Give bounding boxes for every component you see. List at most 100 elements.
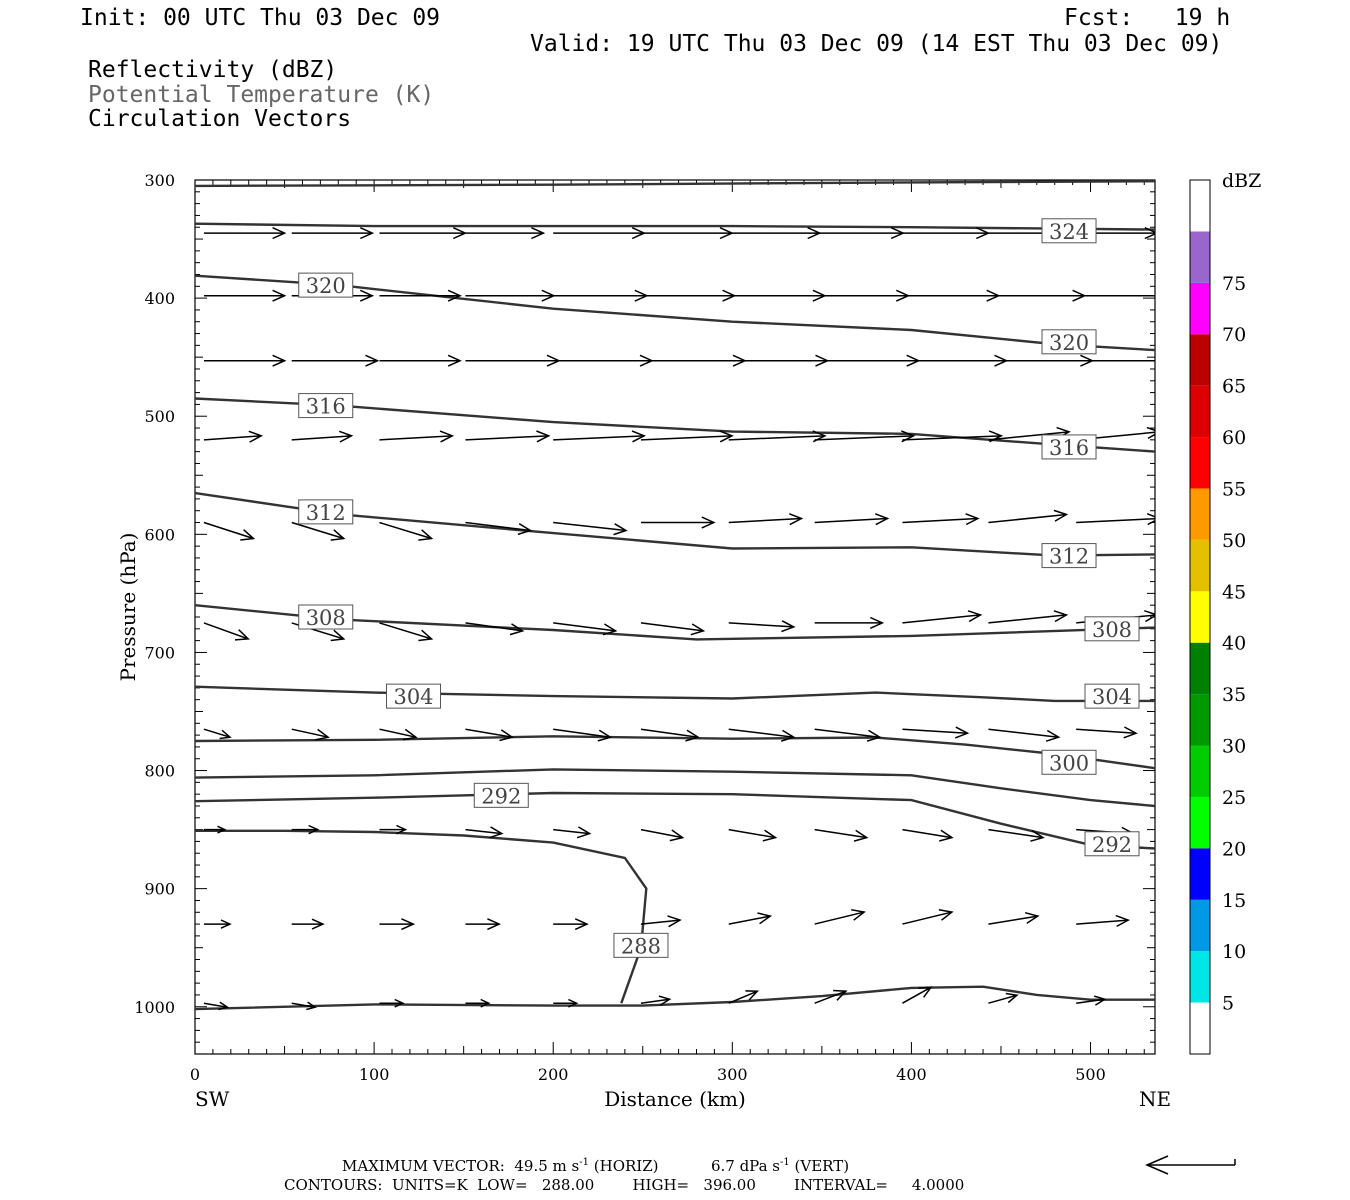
- circulation-vector: [640, 430, 734, 443]
- vector-head: [487, 918, 502, 931]
- circulation-vector: [203, 227, 287, 240]
- contour-label-292: 292: [1084, 831, 1140, 857]
- circulation-vector: [728, 728, 796, 742]
- circulation-vector: [203, 622, 250, 641]
- circulation-vector: [379, 728, 418, 741]
- unit-exponent: -1: [579, 1157, 589, 1168]
- colorbar-level-label: 5: [1222, 993, 1234, 1015]
- contour-label-304: 304: [386, 683, 442, 709]
- circulation-vector: [553, 289, 649, 302]
- vector-head: [613, 523, 628, 536]
- circulation-vector: [553, 227, 647, 240]
- circulation-vector: [814, 728, 882, 742]
- colorbar-swatch: [1190, 745, 1210, 797]
- vector-shaft: [291, 435, 352, 441]
- colorbar-swatch: [1190, 488, 1210, 540]
- vector-head: [219, 729, 232, 740]
- circulation-vector: [814, 616, 885, 629]
- colorbar-swatch: [1190, 642, 1210, 695]
- vector-head: [402, 728, 418, 741]
- vector-head: [576, 826, 592, 839]
- y-tick-label: 300: [144, 171, 175, 190]
- contour-label-312: 312: [298, 499, 354, 525]
- circulation-vector: [640, 828, 685, 842]
- circulation-vector: [465, 227, 546, 240]
- field-circulation-vectors: Circulation Vectors: [88, 106, 352, 132]
- colorbar-swatch: [1190, 694, 1210, 746]
- vector-head: [536, 430, 551, 443]
- circulation-vector: [291, 430, 354, 443]
- vector-shaft: [379, 435, 453, 441]
- contour-label-308: 308: [1084, 616, 1140, 642]
- vector-head: [1030, 829, 1045, 842]
- circulation-vector: [814, 289, 911, 302]
- circulation-vector: [640, 995, 672, 1006]
- vector-head: [1146, 426, 1155, 440]
- vector-head: [401, 918, 416, 931]
- sw-end-label: SW: [195, 1087, 230, 1111]
- x-tick-label: 0: [190, 1065, 200, 1084]
- vector-shaft: [728, 990, 758, 1004]
- contour-label-text: 292: [1092, 833, 1132, 857]
- vector-shaft: [902, 517, 978, 524]
- circulation-vector: [988, 509, 1069, 524]
- x-tick-label: 300: [717, 1065, 748, 1084]
- vector-head: [719, 430, 734, 443]
- vector-head: [1024, 911, 1040, 924]
- vector-head: [418, 629, 434, 642]
- theta-contours: [195, 180, 1155, 1011]
- y-tick-label: 500: [144, 407, 175, 426]
- vector-head: [690, 623, 706, 636]
- circulation-vector: [379, 622, 434, 642]
- vector-head: [833, 989, 848, 1001]
- circulation-vector: [553, 430, 647, 443]
- circulation-vector: [988, 728, 1061, 742]
- contour-label-text: 300: [1049, 751, 1089, 775]
- circulation-vector: [379, 998, 405, 1008]
- vector-shaft: [988, 915, 1038, 925]
- contour-label-box: [1041, 749, 1097, 775]
- colorbar-level-label: 10: [1222, 941, 1246, 963]
- contour-label-text: 324: [1049, 220, 1089, 244]
- circulation-vector: [553, 728, 613, 742]
- circulation-vector: [291, 227, 375, 240]
- vector-head: [866, 729, 882, 742]
- vector-head: [359, 227, 375, 240]
- vector-head: [1115, 914, 1131, 928]
- circulation-vector: [814, 989, 848, 1004]
- vector-shaft: [814, 911, 865, 925]
- vert-tag: (VERT): [794, 1157, 850, 1175]
- vector-shaft: [291, 728, 329, 738]
- circulation-vector: [203, 728, 232, 740]
- colorbar-swatch: [1190, 796, 1210, 849]
- contour-label-text: 312: [1049, 545, 1089, 569]
- contour-label-288: 288: [613, 932, 669, 958]
- vector-shaft: [1076, 919, 1129, 925]
- vector-shaft: [902, 728, 968, 734]
- init-time: Init: 00 UTC Thu 03 Dec 09: [80, 5, 441, 31]
- circulation-vector: [988, 828, 1045, 842]
- colorbar-level-label: 25: [1222, 787, 1246, 809]
- vector-shaft: [465, 521, 531, 532]
- colorbar-swatch: [1190, 437, 1210, 489]
- colorbar-level-label: 75: [1222, 273, 1246, 295]
- vector-shaft: [640, 828, 683, 839]
- contour-label-box: [1084, 616, 1140, 642]
- contour-label-box: [298, 393, 354, 419]
- field-reflectivity: Reflectivity (dBZ): [88, 57, 338, 83]
- vector-head: [218, 1001, 230, 1011]
- vector-head: [509, 623, 525, 636]
- vector-shaft: [203, 622, 249, 640]
- colorbar-swatch: [1190, 899, 1210, 952]
- vector-shaft: [640, 919, 681, 925]
- vector-head: [452, 227, 468, 240]
- vector-shaft: [379, 521, 432, 540]
- x-tick-label: 500: [1075, 1065, 1106, 1084]
- vector-head: [1045, 729, 1061, 742]
- colorbar-level-label: 30: [1222, 736, 1246, 758]
- circulation-vector: [379, 354, 462, 367]
- contour-label-316: 316: [1041, 434, 1097, 460]
- vector-head: [447, 354, 462, 367]
- vector-head: [602, 623, 618, 636]
- vector-shaft: [465, 828, 502, 835]
